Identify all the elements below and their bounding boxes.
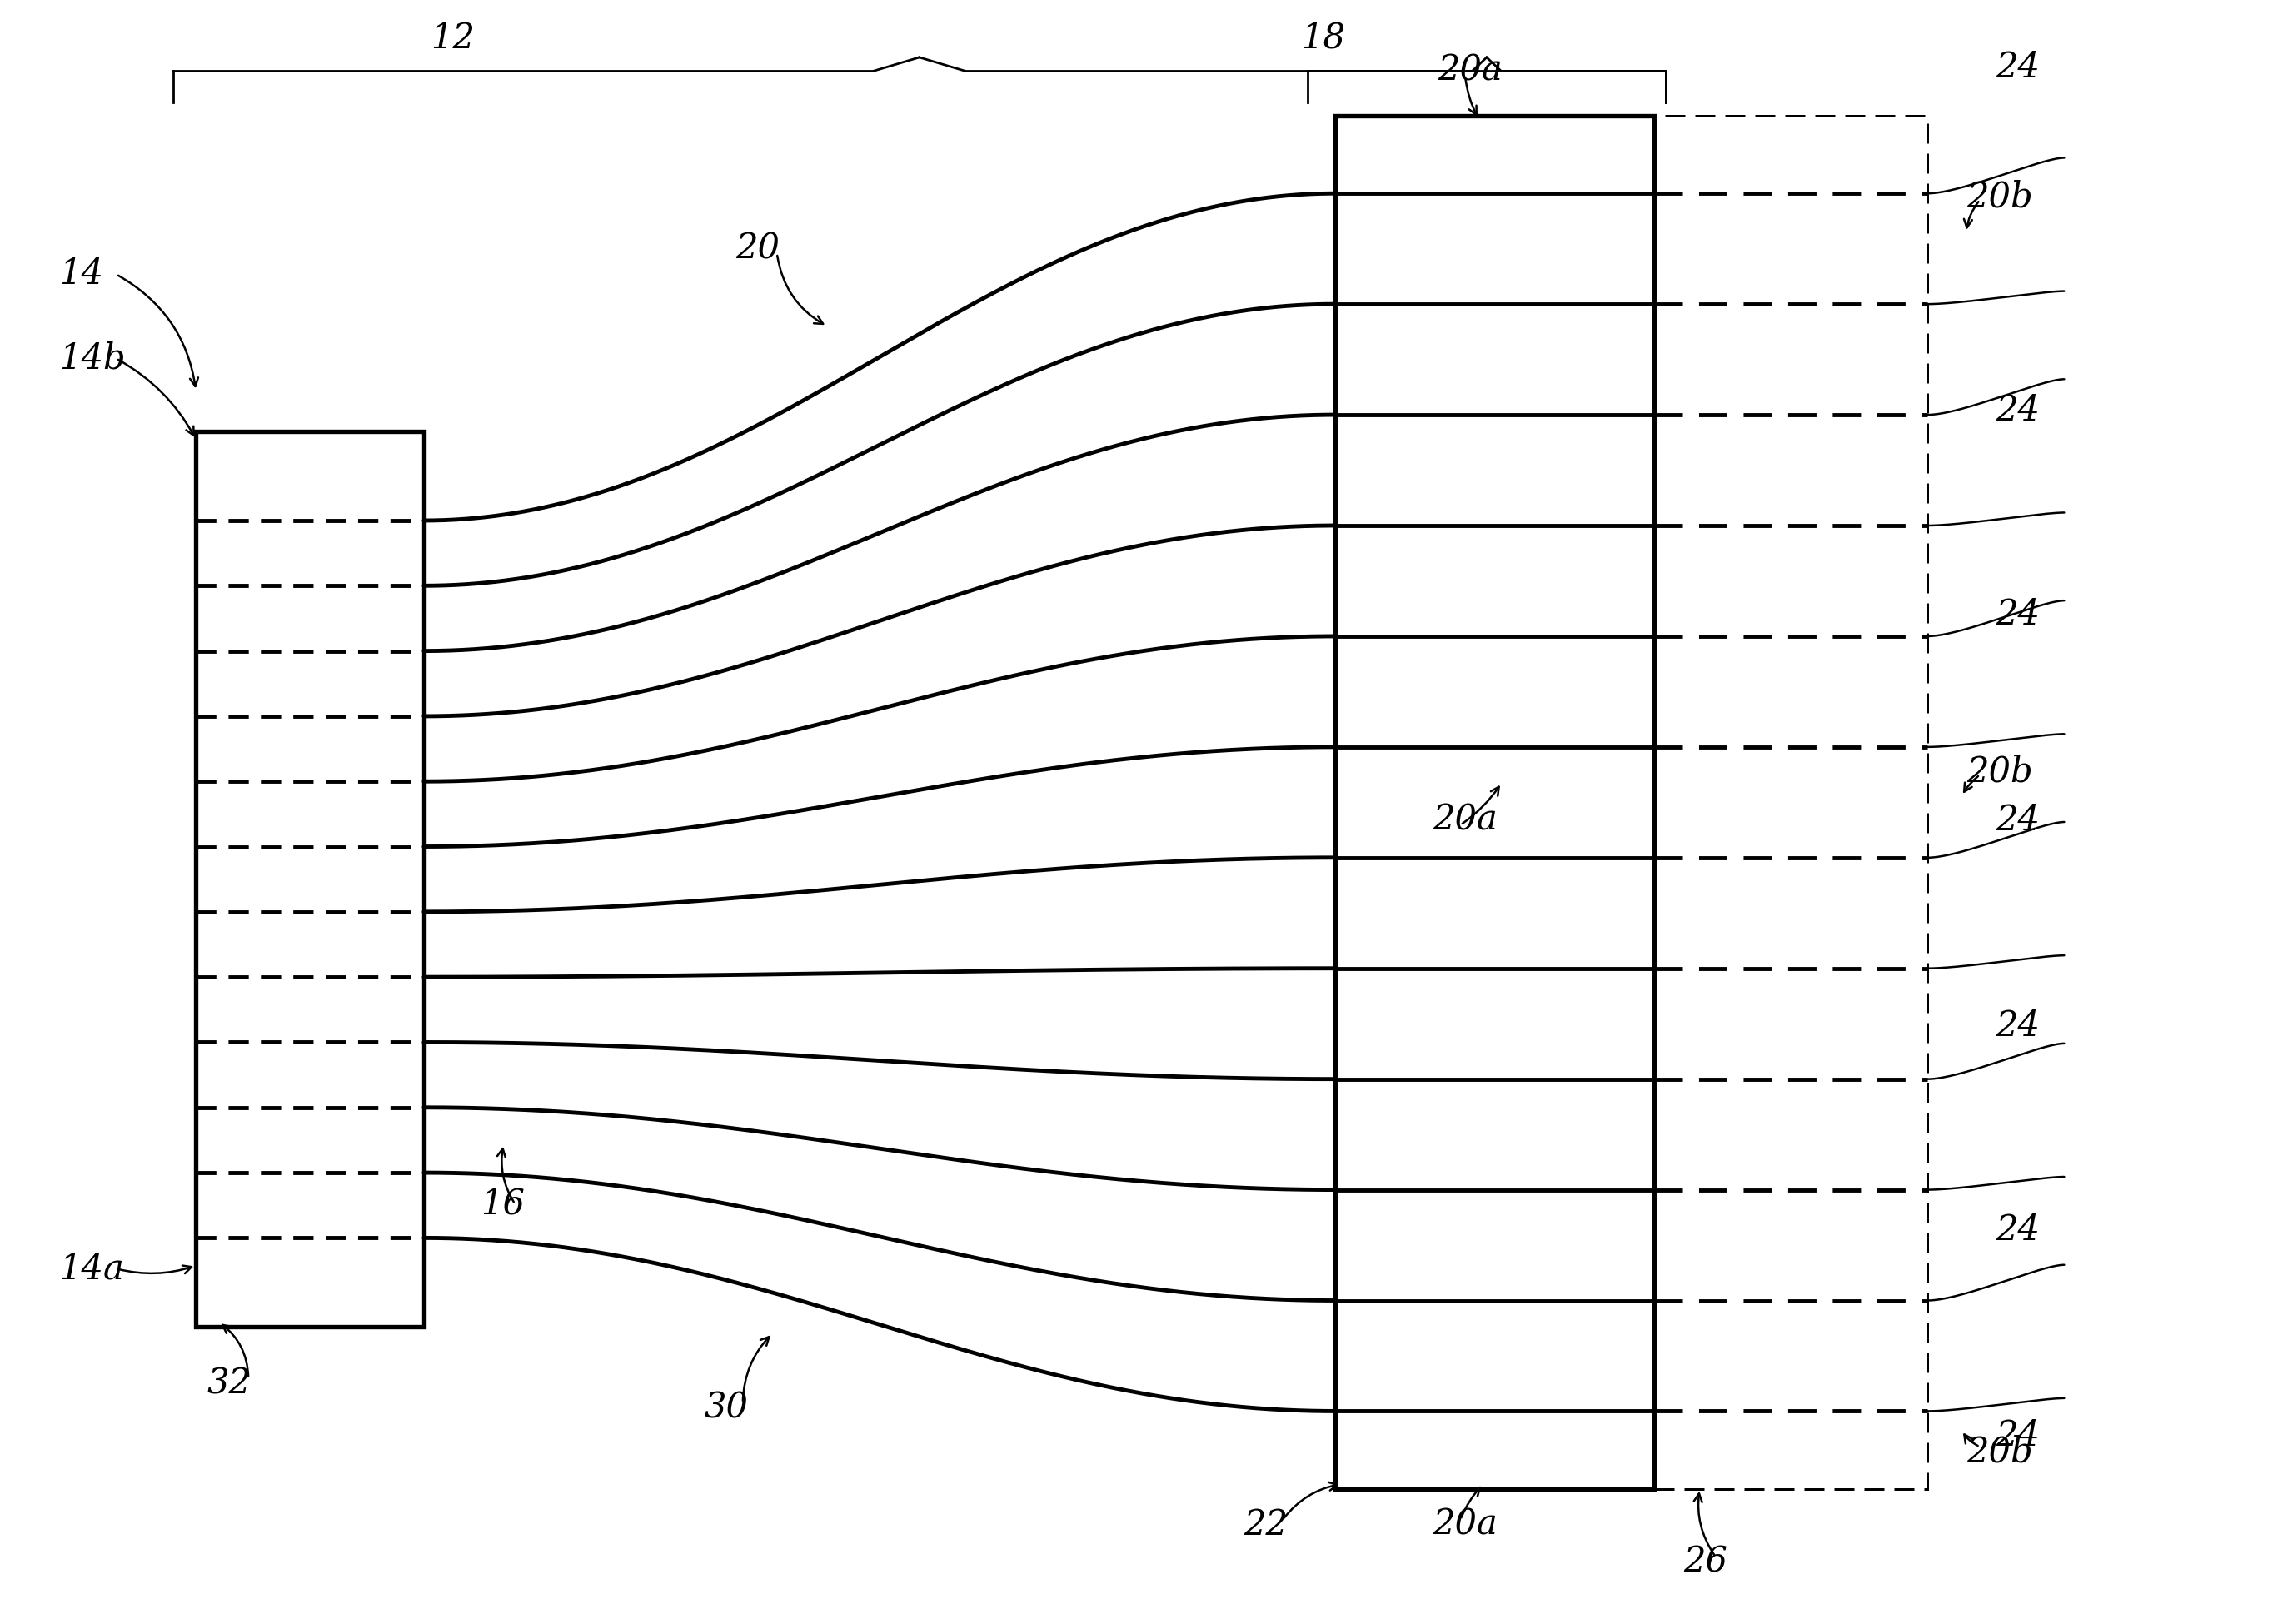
Text: 14a: 14a: [59, 1250, 123, 1286]
Text: 20b: 20b: [1966, 754, 2032, 789]
Text: 22: 22: [1244, 1507, 1288, 1543]
Text: 20a: 20a: [1434, 1507, 1498, 1543]
Text: 24: 24: [1995, 1009, 2041, 1043]
Text: 24: 24: [1995, 50, 2041, 84]
Text: 24: 24: [1995, 802, 2041, 838]
Bar: [1655, 115, 1927, 1489]
Text: 24: 24: [1995, 1418, 2041, 1453]
Text: 24: 24: [1995, 598, 2041, 632]
Bar: [196, 432, 425, 1327]
Text: 20b: 20b: [1966, 179, 2032, 214]
Text: 14b: 14b: [59, 341, 126, 377]
Text: 20b: 20b: [1966, 1434, 2032, 1470]
Text: 18: 18: [1301, 21, 1345, 55]
Text: 32: 32: [208, 1366, 251, 1402]
Text: 24: 24: [1995, 393, 2041, 427]
Text: 26: 26: [1685, 1544, 1728, 1579]
Text: 14: 14: [59, 257, 103, 292]
Text: 12: 12: [431, 21, 475, 55]
Text: 20a: 20a: [1438, 54, 1502, 88]
Text: 24: 24: [1995, 1212, 2041, 1247]
Bar: [1336, 115, 1655, 1489]
Text: 30: 30: [703, 1390, 749, 1426]
Text: 20a: 20a: [1434, 802, 1498, 838]
Text: 20: 20: [735, 231, 781, 266]
Text: 16: 16: [482, 1187, 525, 1221]
